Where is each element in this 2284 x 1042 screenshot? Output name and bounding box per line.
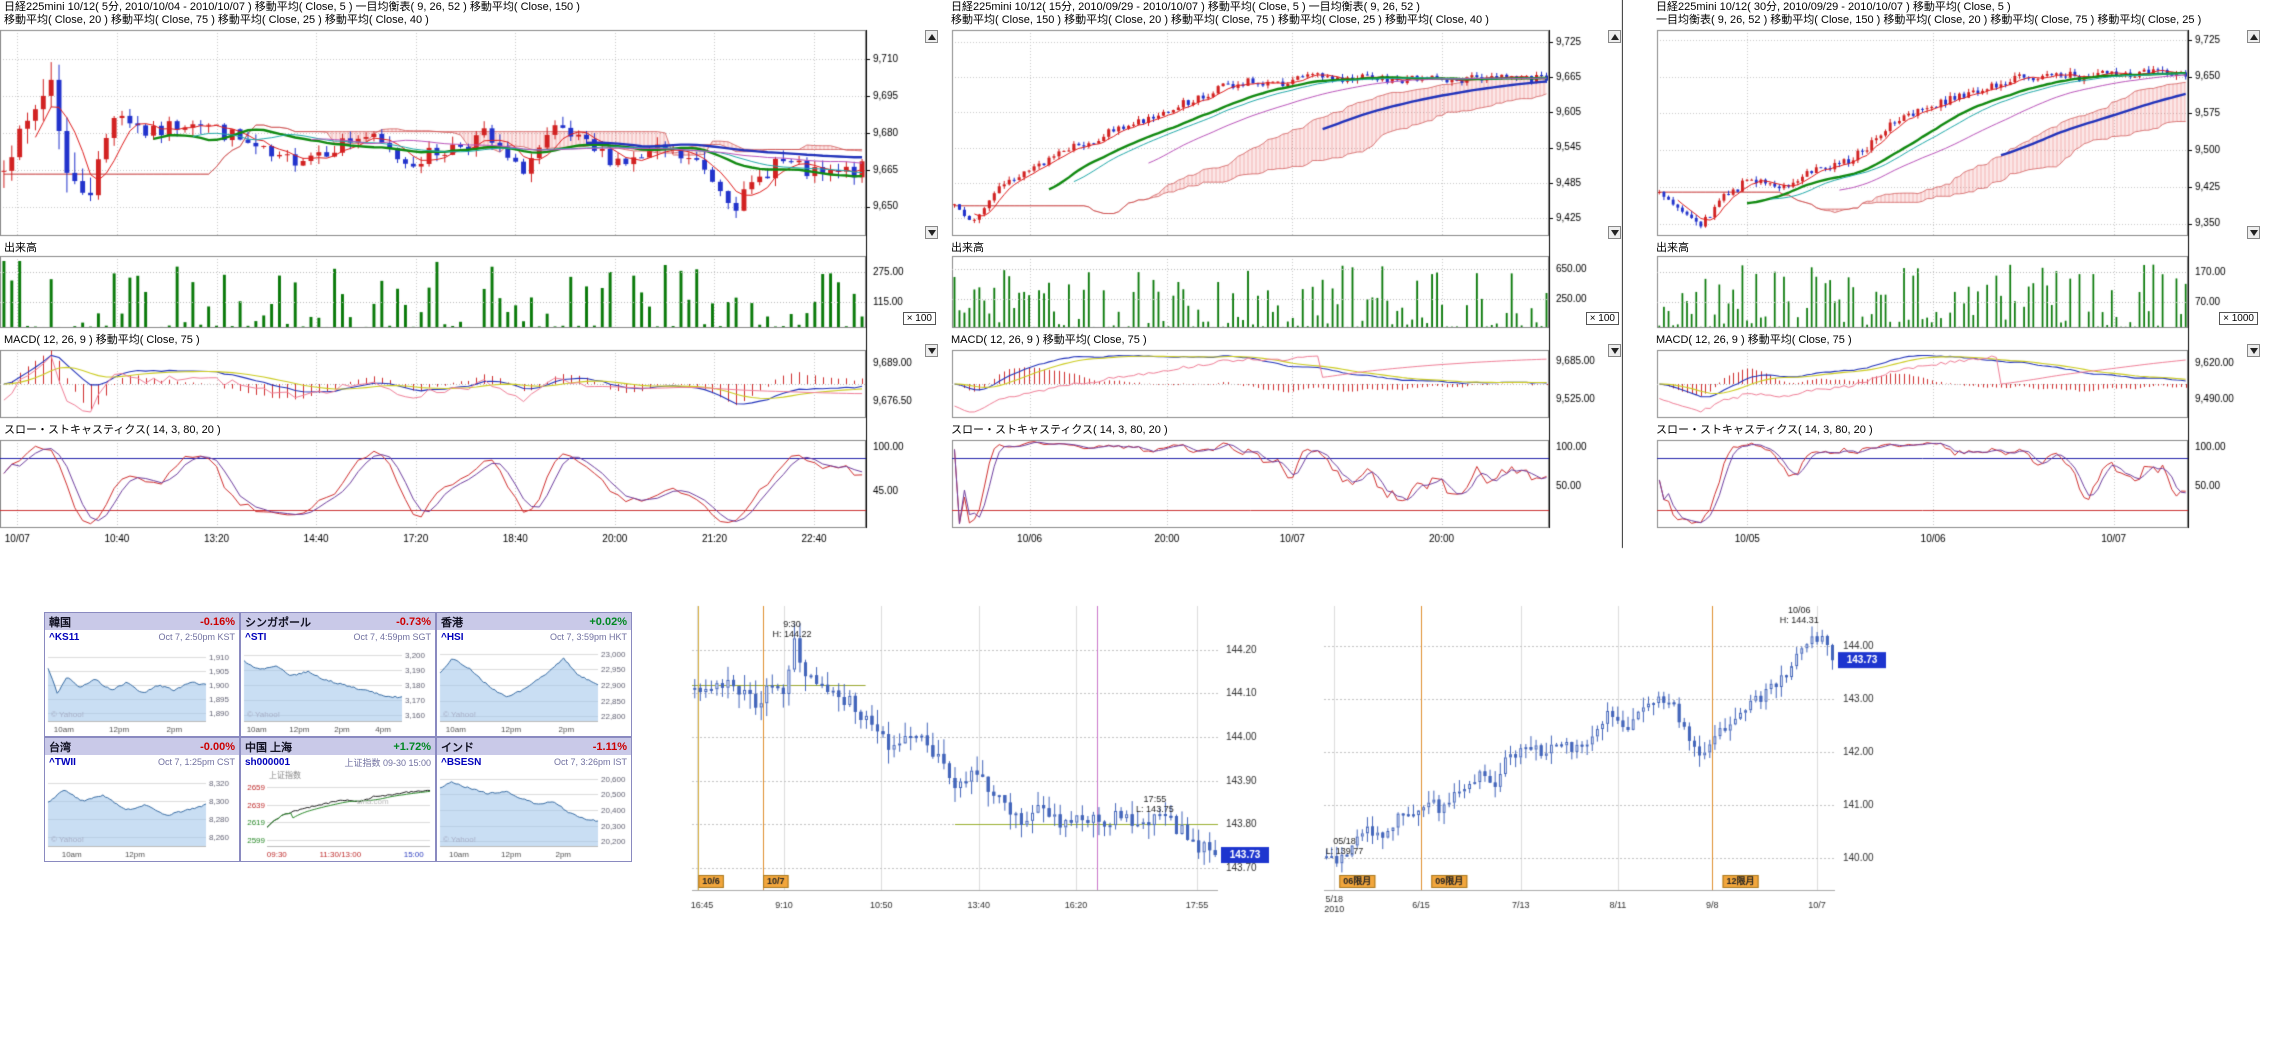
fx-intraday-canvas (686, 588, 1276, 920)
down-arrow-icon (2249, 229, 2258, 236)
market-region: 韓国 (49, 616, 71, 629)
scroll-up-button[interactable] (925, 30, 938, 43)
market-widget-korea[interactable]: 韓国 -0.16% ^KS11 Oct 7, 2:50pm KST (44, 612, 240, 737)
panel-header: 日経225mini 10/12( 5分, 2010/10/04 - 2010/1… (4, 1, 938, 28)
market-symbol-link[interactable]: ^BSESN (441, 756, 482, 768)
sparkline-chart (437, 644, 631, 736)
market-symbol-link[interactable]: ^STI (245, 631, 267, 643)
market-change-percent: +0.02% (589, 615, 627, 628)
market-widget-hongkong[interactable]: 香港 +0.02% ^HSI Oct 7, 3:59pm HKT (436, 612, 632, 737)
down-arrow-icon (1610, 229, 1619, 236)
panel-header: 日経225mini 10/12( 15分, 2010/09/29 - 2010/… (951, 1, 1621, 28)
market-symbol-link[interactable]: sh000001 (245, 756, 291, 768)
widget-symbol-row: ^HSI Oct 7, 3:59pm HKT (437, 630, 631, 644)
up-arrow-icon (2249, 33, 2258, 40)
panel-title-line1: 日経225mini 10/12( 15分, 2010/09/29 - 2010/… (951, 1, 1420, 13)
stochastics-label: スロー・ストキャスティクス( 14, 3, 80, 20 ) (1656, 424, 1873, 436)
volume-scale-box: × 100 (902, 312, 936, 325)
volume-scale-box: × 100 (1585, 312, 1619, 325)
stochastics-label: スロー・ストキャスティクス( 14, 3, 80, 20 ) (4, 424, 221, 436)
sparkline-chart (241, 644, 435, 736)
scroll-down-button-2[interactable] (925, 344, 938, 357)
market-change-percent: -1.11% (592, 740, 627, 753)
market-datetime: Oct 7, 2:50pm KST (158, 632, 235, 642)
market-region: シンガポール (245, 616, 311, 629)
nikkei-15min-chart-canvas[interactable] (947, 0, 1623, 566)
nikkei-5min-chart-canvas[interactable] (0, 0, 940, 566)
market-datetime: Oct 7, 4:59pm SGT (353, 632, 431, 642)
sparkline-chart (45, 644, 239, 736)
widget-header: 香港 +0.02% (437, 613, 631, 630)
scroll-up-button[interactable] (2247, 30, 2260, 43)
panel-title-line1: 日経225mini 10/12( 30分, 2010/09/29 - 2010/… (1656, 1, 2011, 13)
macd-label: MACD( 12, 26, 9 ) 移動平均( Close, 75 ) (4, 334, 200, 346)
panel-title-line1: 日経225mini 10/12( 5分, 2010/10/04 - 2010/1… (4, 1, 580, 13)
market-change-percent: -0.16% (200, 615, 235, 628)
nikkei-30min-panel: 日経225mini 10/12( 30分, 2010/09/29 - 2010/… (1652, 0, 2262, 566)
volume-label: 出来高 (4, 242, 37, 254)
volume-scale-box: × 1000 (2219, 312, 2258, 325)
macd-label: MACD( 12, 26, 9 ) 移動平均( Close, 75 ) (951, 334, 1147, 346)
market-symbol-link[interactable]: ^TWII (49, 756, 76, 768)
sparkline-chart (437, 769, 631, 861)
down-arrow-icon (1610, 347, 1619, 354)
market-region: インド (441, 741, 474, 754)
widget-symbol-row: ^STI Oct 7, 4:59pm SGT (241, 630, 435, 644)
widget-header: シンガポール -0.73% (241, 613, 435, 630)
fx-daily-chart[interactable] (1318, 588, 1893, 920)
panel-title-line2: 移動平均( Close, 150 ) 移動平均( Close, 20 ) 移動平… (951, 14, 1489, 26)
down-arrow-icon (927, 229, 936, 236)
panel-title-line2: 一目均衡表( 9, 26, 52 ) 移動平均( Close, 150 ) 移動… (1656, 14, 2202, 26)
market-region: 台湾 (49, 741, 71, 754)
fx-intraday-chart[interactable] (686, 588, 1276, 920)
market-datetime: Oct 7, 3:26pm IST (553, 757, 627, 767)
market-datetime: Oct 7, 3:59pm HKT (549, 632, 627, 642)
market-region: 中国 上海 (245, 741, 293, 754)
market-widget-india[interactable]: インド -1.11% ^BSESN Oct 7, 3:26pm IST (436, 737, 632, 862)
market-widget-singapore[interactable]: シンガポール -0.73% ^STI Oct 7, 4:59pm SGT (240, 612, 436, 737)
market-datetime: Oct 7, 1:25pm CST (157, 757, 235, 767)
market-region: 香港 (441, 616, 463, 629)
widget-symbol-row: ^KS11 Oct 7, 2:50pm KST (45, 630, 239, 644)
scroll-down-button-2[interactable] (2247, 344, 2260, 357)
scroll-down-button-2[interactable] (1608, 344, 1621, 357)
scroll-down-button[interactable] (925, 226, 938, 239)
widget-symbol-row: ^BSESN Oct 7, 3:26pm IST (437, 755, 631, 769)
up-arrow-icon (1610, 33, 1619, 40)
scroll-down-button[interactable] (2247, 226, 2260, 239)
world-markets-widgets: 韓国 -0.16% ^KS11 Oct 7, 2:50pm KST シンガポール -0… (44, 612, 632, 862)
market-change-percent: +1.72% (393, 740, 431, 753)
widget-header: 中国 上海 +1.72% (241, 738, 435, 755)
nikkei-15min-panel: 日経225mini 10/12( 15分, 2010/09/29 - 2010/… (947, 0, 1623, 566)
macd-label: MACD( 12, 26, 9 ) 移動平均( Close, 75 ) (1656, 334, 1852, 346)
widget-symbol-row: ^TWII Oct 7, 1:25pm CST (45, 755, 239, 769)
market-symbol-link[interactable]: ^HSI (441, 631, 464, 643)
panel-title-line2: 移動平均( Close, 20 ) 移動平均( Close, 75 ) 移動平均… (4, 14, 429, 26)
down-arrow-icon (2249, 347, 2258, 354)
volume-label: 出来高 (951, 242, 984, 254)
stochastics-label: スロー・ストキャスティクス( 14, 3, 80, 20 ) (951, 424, 1168, 436)
widget-header: 台湾 -0.00% (45, 738, 239, 755)
fx-daily-canvas (1318, 588, 1893, 920)
sparkline-chart (45, 769, 239, 861)
widget-header: インド -1.11% (437, 738, 631, 755)
market-datetime: 上证指数 09-30 15:00 (344, 757, 431, 768)
sparkline-chart (241, 769, 435, 861)
widget-symbol-row: sh000001 上证指数 09-30 15:00 (241, 755, 435, 769)
scroll-down-button[interactable] (1608, 226, 1621, 239)
market-symbol-link[interactable]: ^KS11 (49, 631, 80, 643)
up-arrow-icon (927, 33, 936, 40)
down-arrow-icon (927, 347, 936, 354)
market-change-percent: -0.00% (200, 740, 235, 753)
market-change-percent: -0.73% (396, 615, 431, 628)
nikkei-5min-panel: 日経225mini 10/12( 5分, 2010/10/04 - 2010/1… (0, 0, 940, 566)
volume-label: 出来高 (1656, 242, 1689, 254)
widget-header: 韓国 -0.16% (45, 613, 239, 630)
panel-header: 日経225mini 10/12( 30分, 2010/09/29 - 2010/… (1656, 1, 2260, 28)
market-widget-taiwan[interactable]: 台湾 -0.00% ^TWII Oct 7, 1:25pm CST (44, 737, 240, 862)
scroll-up-button[interactable] (1608, 30, 1621, 43)
market-widget-shanghai[interactable]: 中国 上海 +1.72% sh000001 上证指数 09-30 15:00 (240, 737, 436, 862)
nikkei-30min-chart-canvas[interactable] (1652, 0, 2262, 566)
